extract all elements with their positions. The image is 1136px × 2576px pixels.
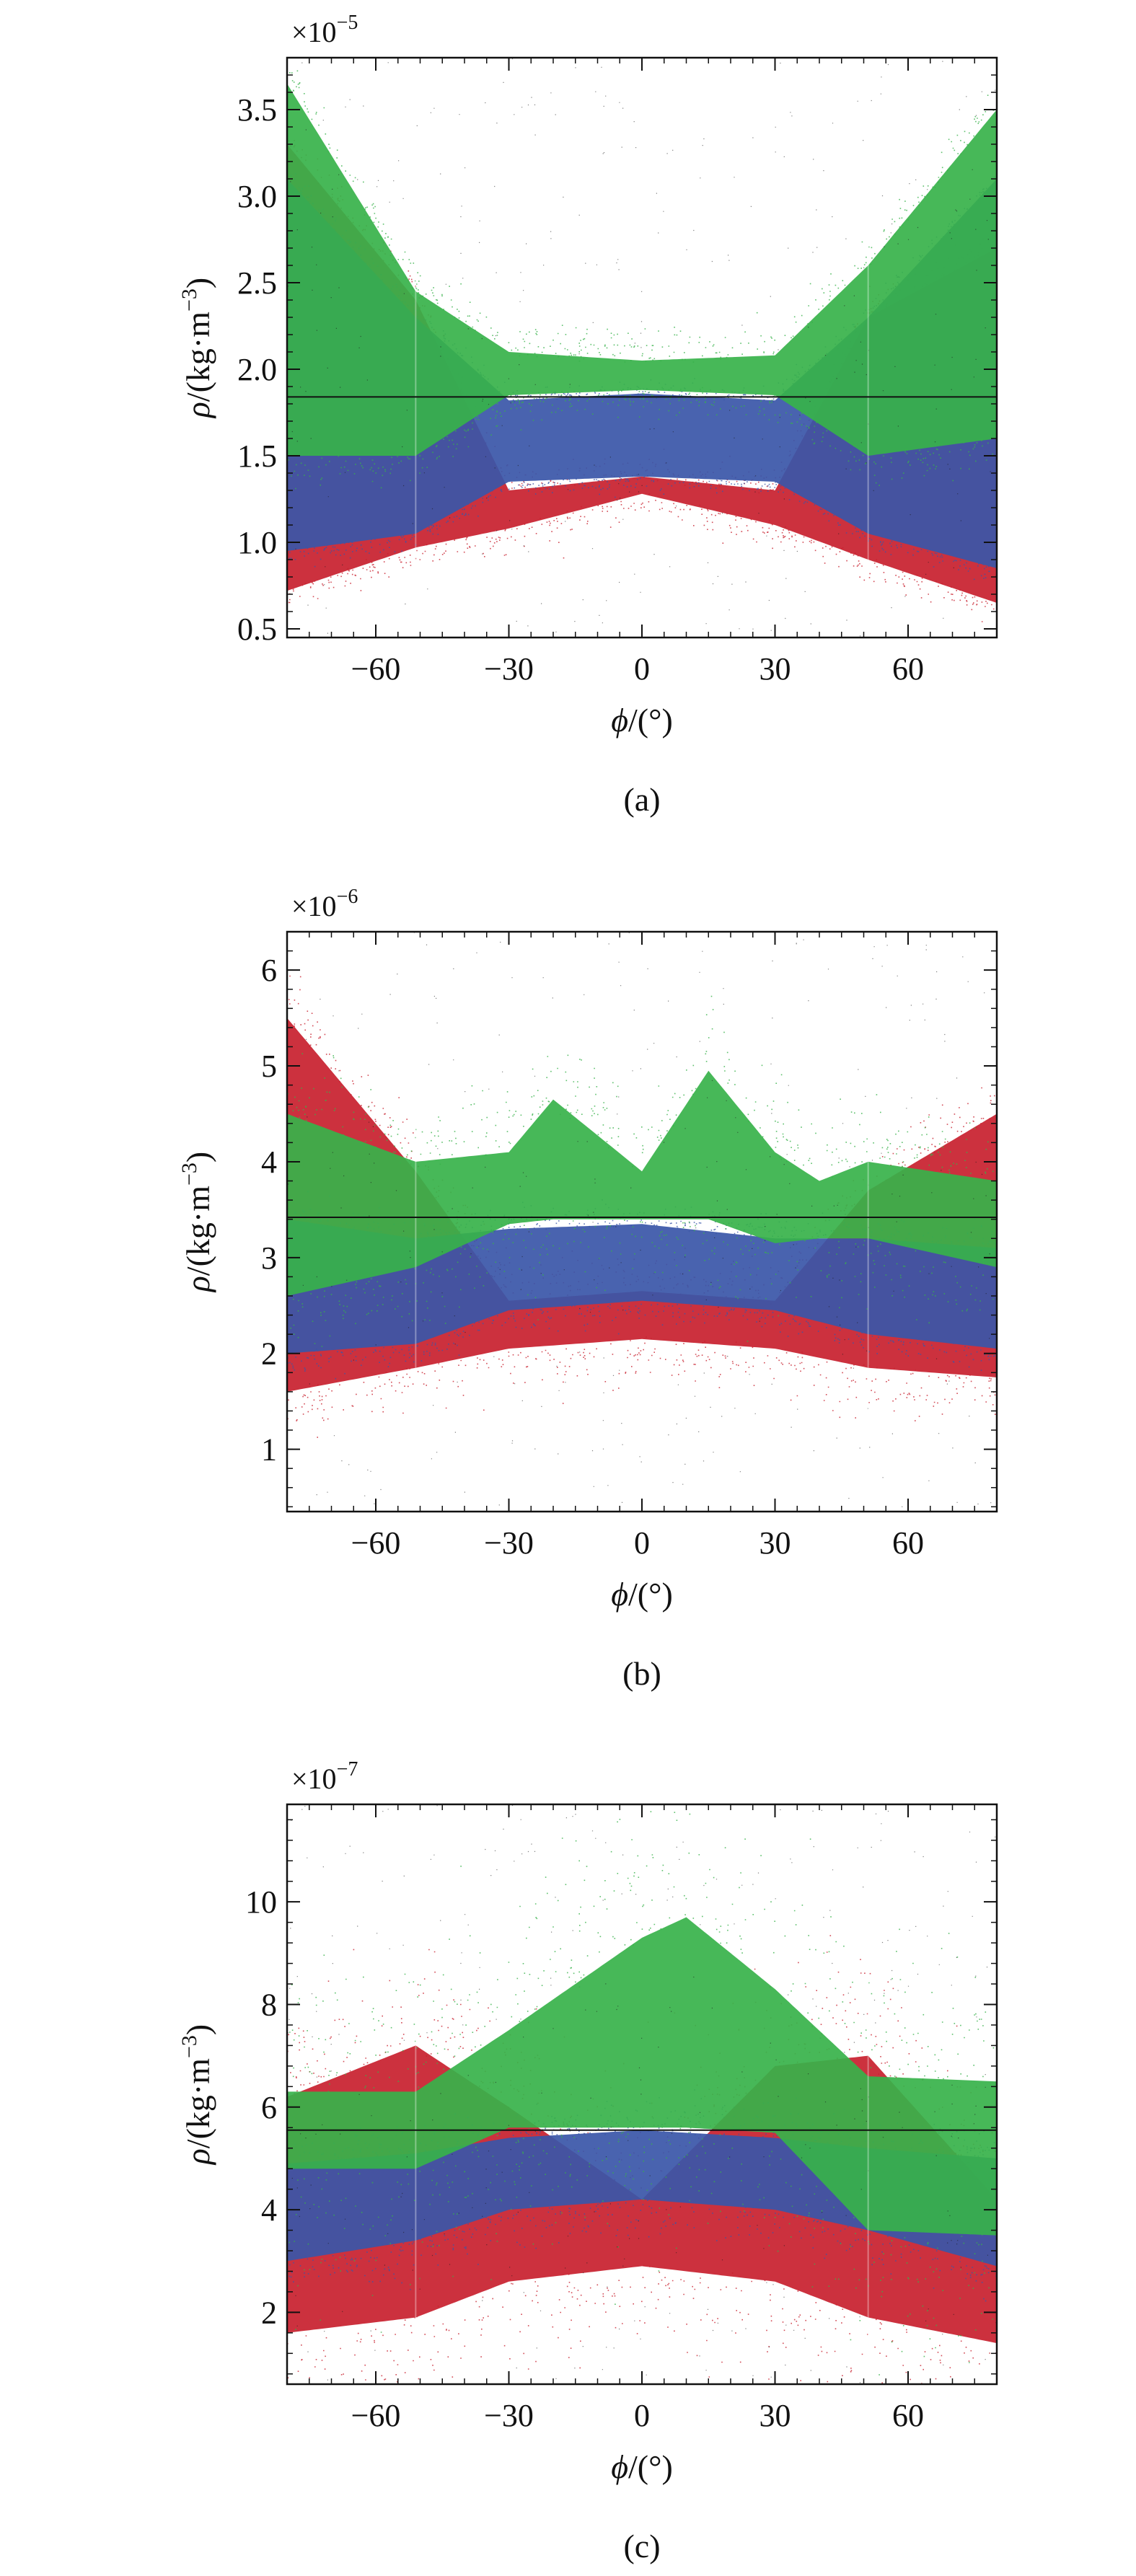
y-tick-label: 0.5 [237, 612, 277, 647]
y-tick-label: 1.0 [237, 525, 277, 560]
panel-label: (c) [623, 2528, 660, 2564]
series-blue [287, 1191, 997, 1380]
y-axis-label: ρ/(kg·m−3) [177, 1152, 216, 1294]
x-tick-label: 30 [759, 1525, 791, 1561]
x-tick-label: −60 [351, 2398, 401, 2433]
x-axis-label: ϕ/(°) [611, 1576, 673, 1613]
chart-panel-3: −60 −30 0 30 60 2 4 6 8 10 ×10−7 ϕ/(°) ρ/(kg·m−3) (c) [177, 1758, 998, 2564]
y-tick-label: 4 [261, 1144, 277, 1180]
y-tick-label: 1.5 [237, 438, 277, 474]
y-tick-label: 2.5 [237, 265, 277, 301]
x-tick-label: 60 [892, 2398, 924, 2433]
x-tick-label: −60 [351, 1525, 401, 1561]
band-green [287, 1070, 997, 1296]
series-green [287, 995, 997, 1347]
y-axis-label: ρ/(kg·m−3) [177, 278, 216, 420]
y-tick-label: 6 [261, 2090, 277, 2125]
panel-label: (b) [622, 1655, 661, 1692]
x-tick-label: 60 [892, 1525, 924, 1561]
y-tick-label: 2 [261, 1336, 277, 1372]
series-blue [287, 173, 997, 581]
x-tick-label: 60 [892, 651, 924, 687]
x-tick-label: −30 [484, 1525, 534, 1561]
x-tick-label: −30 [484, 2398, 534, 2433]
plot-area [287, 1804, 997, 2384]
y-tick-label: 3.0 [237, 179, 277, 214]
y-tick-label: 2 [261, 2295, 277, 2330]
axis-multiplier: ×10−7 [291, 1758, 358, 1795]
series-green [287, 70, 997, 490]
band-blue [287, 179, 997, 568]
series-green [287, 1811, 997, 2376]
plot-area [287, 932, 997, 1512]
y-tick-label: 2.0 [237, 352, 277, 387]
x-axis-label: ϕ/(°) [611, 2448, 673, 2485]
x-tick-label: 0 [634, 1525, 650, 1561]
y-tick-label: 6 [261, 953, 277, 988]
chart-panel-1: −60 −30 0 30 60 0.5 1.0 1.5 2.0 2.5 3.0 3.5 ×10−5 ϕ/(… [177, 12, 998, 818]
y-axis-label: ρ/(kg·m−3) [177, 2024, 216, 2166]
y-tick-label: 8 [261, 1987, 277, 2022]
y-tick-label: 5 [261, 1049, 277, 1084]
panel-label: (a) [623, 781, 660, 818]
x-tick-label: 0 [634, 2398, 650, 2433]
chart-panel-2: −60 −30 0 30 60 1 2 3 4 5 6 ×10−6 ϕ/(°) ρ/(kg·m−3) (b) [177, 886, 998, 1692]
x-tick-label: 30 [759, 651, 791, 687]
x-tick-label: 30 [759, 2398, 791, 2433]
plot-area [287, 58, 997, 638]
y-tick-label: 10 [245, 1884, 277, 1920]
y-tick-label: 3.5 [237, 92, 277, 128]
band-green [287, 84, 997, 456]
points-blue [289, 2089, 997, 2302]
x-tick-label: 0 [634, 651, 650, 687]
axis-multiplier: ×10−6 [291, 886, 358, 922]
band-blue [287, 1219, 997, 1354]
y-tick-label: 3 [261, 1240, 277, 1276]
y-tick-label: 4 [261, 2192, 277, 2228]
x-tick-label: −60 [351, 651, 401, 687]
axis-multiplier: ×10−5 [291, 12, 358, 48]
x-axis-label: ϕ/(°) [611, 702, 673, 738]
y-tick-label: 1 [261, 1432, 277, 1468]
x-tick-label: −30 [484, 651, 534, 687]
band-green [287, 1917, 997, 2236]
